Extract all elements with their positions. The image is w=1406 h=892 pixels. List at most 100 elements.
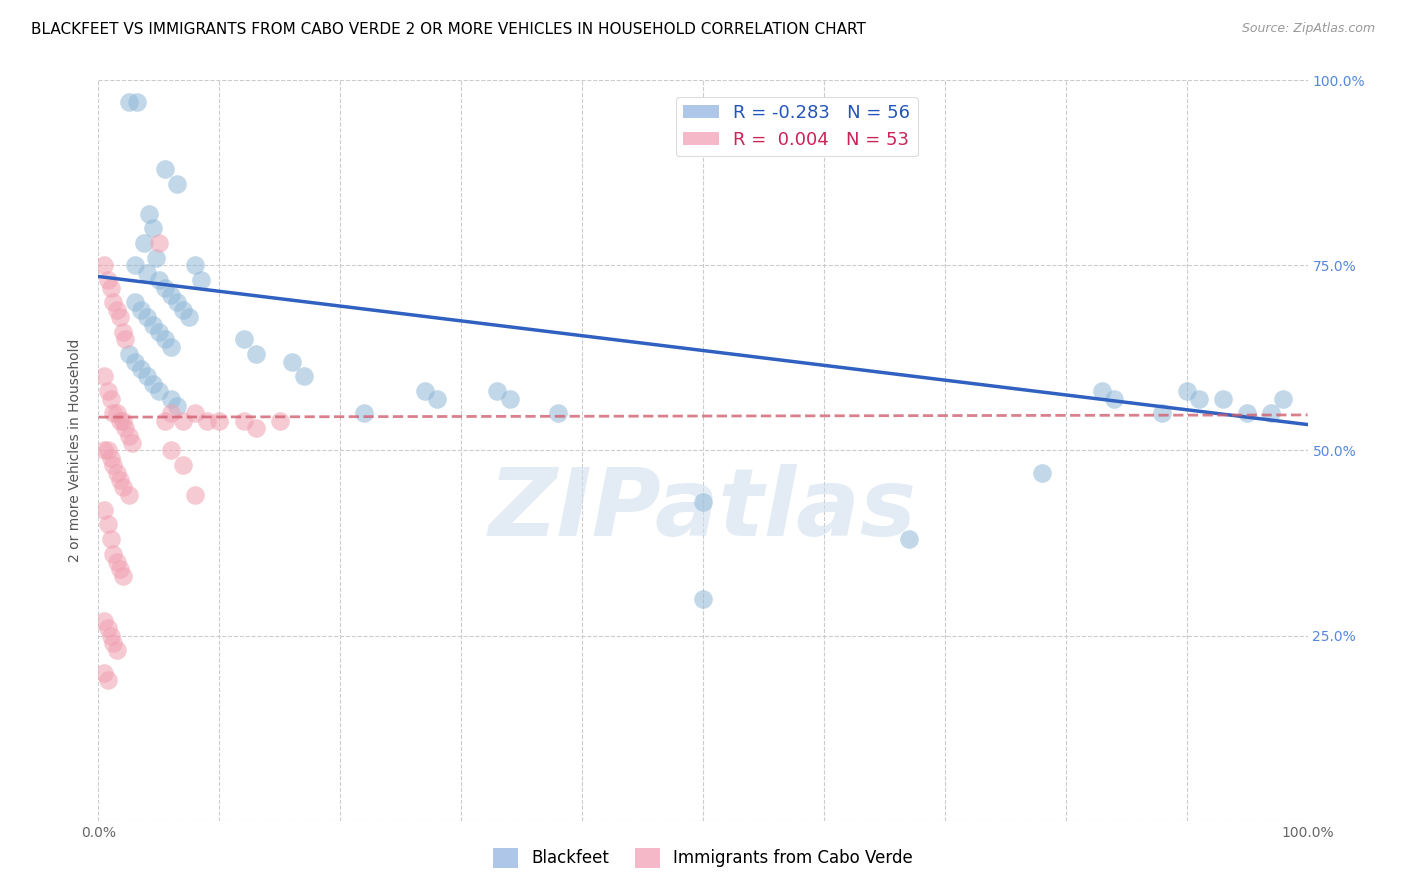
Point: [897, 533, 920, 547]
Point: [100, 533, 122, 547]
Point: [105, 407, 128, 421]
Point: [100, 628, 122, 642]
Point: [111, 569, 134, 583]
Point: [172, 414, 194, 428]
Point: [111, 480, 134, 494]
Point: [118, 95, 141, 110]
Point: [195, 414, 218, 428]
Point: [97, 384, 120, 399]
Point: [184, 259, 207, 273]
Point: [166, 295, 188, 310]
Point: [190, 273, 212, 287]
Point: [1236, 407, 1258, 421]
Point: [142, 376, 165, 391]
Point: [101, 547, 124, 561]
Point: [127, 95, 149, 110]
Point: [1188, 392, 1211, 406]
Point: [142, 318, 165, 332]
Point: [118, 347, 141, 361]
Point: [97, 273, 120, 287]
Point: [148, 273, 170, 287]
Point: [100, 450, 122, 465]
Point: [1091, 384, 1114, 399]
Point: [129, 362, 152, 376]
Point: [208, 414, 231, 428]
Point: [124, 259, 146, 273]
Point: [269, 414, 291, 428]
Legend: Blackfeet, Immigrants from Cabo Verde: Blackfeet, Immigrants from Cabo Verde: [486, 841, 920, 875]
Point: [413, 384, 436, 399]
Point: [100, 392, 122, 406]
Point: [1212, 392, 1234, 406]
Point: [160, 340, 183, 354]
Point: [97, 443, 120, 458]
Point: [148, 325, 170, 339]
Point: [97, 621, 120, 635]
Point: [486, 384, 509, 399]
Point: [184, 407, 207, 421]
Point: [101, 295, 124, 310]
Point: [108, 562, 131, 576]
Text: Source: ZipAtlas.com: Source: ZipAtlas.com: [1241, 22, 1375, 36]
Text: BLACKFEET VS IMMIGRANTS FROM CABO VERDE 2 OR MORE VEHICLES IN HOUSEHOLD CORRELAT: BLACKFEET VS IMMIGRANTS FROM CABO VERDE …: [31, 22, 866, 37]
Point: [93, 665, 115, 680]
Point: [118, 428, 141, 442]
Point: [498, 392, 520, 406]
Y-axis label: 2 or more Vehicles in Household: 2 or more Vehicles in Household: [69, 339, 83, 562]
Point: [135, 369, 157, 384]
Point: [129, 302, 152, 317]
Point: [160, 443, 183, 458]
Point: [547, 407, 569, 421]
Point: [138, 206, 160, 220]
Point: [118, 488, 141, 502]
Point: [153, 280, 176, 294]
Point: [353, 407, 375, 421]
Point: [160, 392, 183, 406]
Point: [426, 392, 449, 406]
Point: [108, 473, 131, 487]
Point: [121, 436, 143, 450]
Point: [105, 302, 128, 317]
Point: [281, 354, 304, 368]
Point: [292, 369, 315, 384]
Point: [111, 325, 134, 339]
Point: [692, 591, 714, 606]
Point: [245, 347, 267, 361]
Point: [153, 162, 176, 177]
Point: [93, 259, 115, 273]
Legend: R = -0.283   N = 56, R =  0.004   N = 53: R = -0.283 N = 56, R = 0.004 N = 53: [676, 96, 918, 156]
Point: [100, 280, 122, 294]
Point: [93, 443, 115, 458]
Point: [172, 458, 194, 473]
Point: [105, 643, 128, 657]
Point: [1152, 407, 1174, 421]
Point: [108, 414, 131, 428]
Point: [1031, 466, 1053, 480]
Point: [692, 495, 714, 509]
Point: [166, 177, 188, 191]
Point: [232, 332, 254, 346]
Text: ZIPatlas: ZIPatlas: [489, 464, 917, 556]
Point: [101, 458, 124, 473]
Point: [1260, 407, 1282, 421]
Point: [93, 614, 115, 628]
Point: [105, 466, 128, 480]
Point: [245, 421, 267, 435]
Point: [135, 310, 157, 325]
Point: [108, 310, 131, 325]
Point: [172, 302, 194, 317]
Point: [105, 555, 128, 569]
Point: [101, 636, 124, 650]
Point: [184, 488, 207, 502]
Point: [134, 236, 156, 251]
Point: [148, 384, 170, 399]
Point: [114, 332, 136, 346]
Point: [232, 414, 254, 428]
Point: [124, 295, 146, 310]
Point: [1272, 392, 1295, 406]
Point: [135, 266, 157, 280]
Point: [97, 517, 120, 532]
Point: [97, 673, 120, 687]
Point: [160, 288, 183, 302]
Point: [145, 251, 167, 265]
